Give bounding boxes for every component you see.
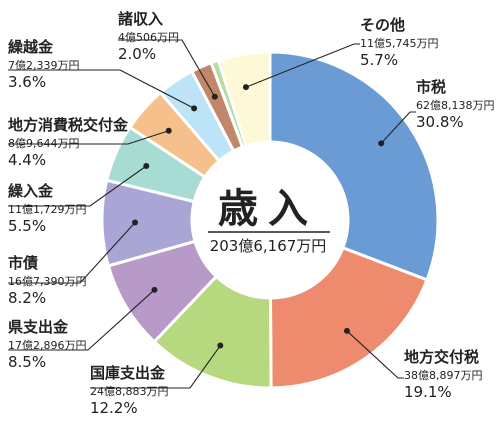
slice-5-leader-line [8,222,136,284]
slice-6-name: 繰入金 [8,182,54,200]
donut-slices [100,50,440,390]
slice-6-percent: 5.5% [8,217,46,235]
slice-3-leader-line [90,345,221,389]
center-total: 203億6,167万円 [210,237,327,255]
slice-10-leader-line [245,43,360,88]
slice-6-amount: 11億1,729万円 [8,203,87,216]
slice-3-name: 国庫支出金 [90,364,166,382]
slice-1-amount: 62億8,138万円 [416,99,495,112]
center-title: 歳入 [218,186,318,232]
slice-7-name: 地方消費税交付金 [8,116,129,134]
slice-5-name: 市債 [8,254,38,272]
slice-4-percent: 8.5% [8,353,46,371]
slice-2-name: 地方交付税 [404,348,479,366]
slice-9-percent: 2.0% [118,45,156,63]
slice-10-percent: 5.7% [360,51,398,69]
slice-2-leader-line [346,330,404,379]
slice-2-percent: 19.1% [404,383,452,401]
slice-1-name: 市税 [416,78,446,96]
slice-4-leader-line [8,289,155,351]
slice-1-percent: 30.8% [416,113,464,131]
slice-9-leader-line [118,39,216,98]
slice-1-wedge [268,50,440,282]
slice-8-percent: 3.6% [8,73,46,91]
slice-3-percent: 12.2% [90,399,138,417]
slice-8-leader-line [8,69,195,109]
slice-2-wedge [268,245,429,390]
slice-9-name: 諸収入 [118,10,163,28]
slice-4-amount: 17億2,896万円 [8,339,87,352]
slice-7-percent: 4.4% [8,151,46,169]
slice-5-percent: 8.2% [8,289,46,307]
slice-8-amount: 7億2,339万円 [8,59,80,72]
slice-10-name: その他 [360,16,405,34]
slice-6-leader-line [8,165,147,207]
slice-8-name: 繰越金 [8,38,54,56]
slice-3-amount: 24億8,883万円 [90,385,169,398]
slice-1-leader-line [380,111,416,144]
slice-7-amount: 8億9,644万円 [8,137,80,150]
slice-7-leader-line [8,130,169,145]
slice-9-amount: 4億506万円 [118,31,179,44]
slice-10-amount: 11億5,745万円 [360,37,439,50]
donut-hole [194,144,346,296]
minor-green-wedge [209,58,248,149]
slice-4-name: 県支出金 [8,318,69,336]
leader-lines [8,39,416,389]
slice-5-amount: 16億7,390万円 [8,275,87,288]
slice-2-amount: 38億8,897万円 [404,369,483,382]
